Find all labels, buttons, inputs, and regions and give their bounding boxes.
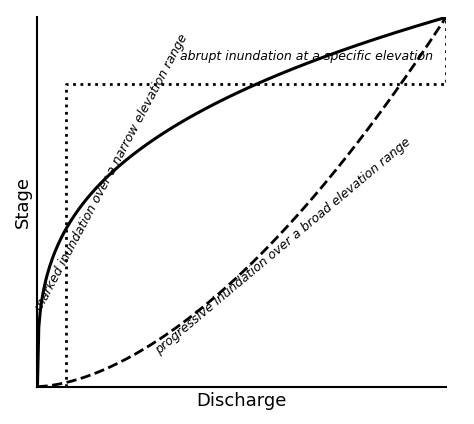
Text: marked inundation over a narrow elevation range: marked inundation over a narrow elevatio… [32, 32, 190, 313]
X-axis label: Discharge: Discharge [197, 392, 287, 410]
Text: abrupt inundation at a specific elevation: abrupt inundation at a specific elevatio… [181, 50, 433, 63]
Text: progressive inundation over a broad elevation range: progressive inundation over a broad elev… [152, 135, 413, 357]
Y-axis label: Stage: Stage [14, 176, 32, 228]
